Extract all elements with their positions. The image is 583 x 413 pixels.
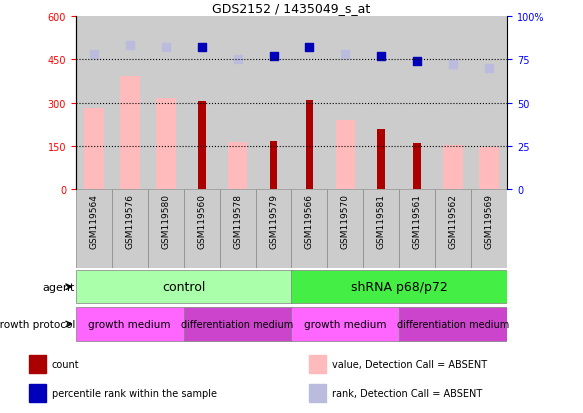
Bar bbox=[29, 355, 46, 373]
Bar bbox=[255, 17, 292, 190]
Bar bbox=[328, 190, 363, 268]
Text: GSM119578: GSM119578 bbox=[233, 194, 242, 249]
Bar bbox=[76, 17, 112, 190]
Bar bbox=[309, 355, 326, 373]
Point bbox=[161, 45, 170, 51]
Text: GSM119576: GSM119576 bbox=[125, 194, 134, 249]
Bar bbox=[292, 307, 399, 341]
Bar bbox=[292, 271, 507, 304]
Bar bbox=[292, 190, 328, 268]
Point bbox=[413, 58, 422, 65]
Text: GSM119580: GSM119580 bbox=[161, 194, 170, 249]
Bar bbox=[120, 77, 139, 190]
Point bbox=[125, 43, 134, 49]
Bar bbox=[156, 99, 175, 190]
Text: count: count bbox=[52, 359, 79, 369]
Bar bbox=[305, 100, 314, 190]
Bar bbox=[471, 17, 507, 190]
Point bbox=[233, 57, 242, 63]
Text: GSM119579: GSM119579 bbox=[269, 194, 278, 249]
Bar bbox=[479, 148, 499, 190]
Point bbox=[305, 45, 314, 51]
Text: growth protocol: growth protocol bbox=[0, 319, 75, 329]
Bar bbox=[399, 307, 507, 341]
Bar bbox=[198, 102, 206, 190]
Text: shRNA p68/p72: shRNA p68/p72 bbox=[351, 280, 448, 294]
Text: growth medium: growth medium bbox=[89, 319, 171, 329]
Text: GSM119561: GSM119561 bbox=[413, 194, 422, 249]
Bar bbox=[471, 190, 507, 268]
Bar bbox=[444, 145, 463, 190]
Point bbox=[448, 62, 458, 69]
Text: GSM119566: GSM119566 bbox=[305, 194, 314, 249]
Text: GSM119569: GSM119569 bbox=[484, 194, 494, 249]
Bar bbox=[112, 190, 147, 268]
Text: value, Detection Call = ABSENT: value, Detection Call = ABSENT bbox=[332, 359, 487, 369]
Bar bbox=[399, 17, 436, 190]
Bar bbox=[336, 121, 355, 190]
Title: GDS2152 / 1435049_s_at: GDS2152 / 1435049_s_at bbox=[212, 2, 371, 15]
Bar bbox=[184, 17, 220, 190]
Point bbox=[197, 45, 206, 51]
Text: differentiation medium: differentiation medium bbox=[397, 319, 510, 329]
Text: control: control bbox=[162, 280, 205, 294]
Bar bbox=[220, 17, 255, 190]
Text: differentiation medium: differentiation medium bbox=[181, 319, 294, 329]
Bar bbox=[363, 17, 399, 190]
Bar bbox=[76, 190, 112, 268]
Bar bbox=[184, 307, 292, 341]
Bar bbox=[255, 190, 292, 268]
Bar bbox=[292, 17, 328, 190]
Point bbox=[377, 53, 386, 60]
Bar bbox=[29, 384, 46, 402]
Bar bbox=[436, 17, 471, 190]
Bar bbox=[184, 190, 220, 268]
Text: GSM119562: GSM119562 bbox=[449, 194, 458, 249]
Bar bbox=[309, 384, 326, 402]
Point bbox=[89, 51, 99, 58]
Bar bbox=[220, 190, 255, 268]
Point bbox=[484, 65, 494, 72]
Bar bbox=[112, 17, 147, 190]
Text: rank, Detection Call = ABSENT: rank, Detection Call = ABSENT bbox=[332, 388, 482, 398]
Bar bbox=[269, 141, 278, 190]
Bar bbox=[76, 271, 292, 304]
Text: GSM119560: GSM119560 bbox=[197, 194, 206, 249]
Text: agent: agent bbox=[43, 282, 75, 292]
Text: GSM119581: GSM119581 bbox=[377, 194, 386, 249]
Bar bbox=[147, 17, 184, 190]
Bar bbox=[377, 129, 385, 190]
Bar bbox=[76, 307, 184, 341]
Point bbox=[269, 53, 278, 60]
Bar bbox=[84, 109, 104, 190]
Bar bbox=[147, 190, 184, 268]
Text: percentile rank within the sample: percentile rank within the sample bbox=[52, 388, 217, 398]
Bar bbox=[436, 190, 471, 268]
Text: GSM119570: GSM119570 bbox=[341, 194, 350, 249]
Text: GSM119564: GSM119564 bbox=[89, 194, 99, 249]
Bar bbox=[228, 142, 247, 190]
Text: growth medium: growth medium bbox=[304, 319, 387, 329]
Bar bbox=[413, 144, 422, 190]
Point bbox=[340, 51, 350, 58]
Bar bbox=[399, 190, 436, 268]
Bar bbox=[328, 17, 363, 190]
Bar bbox=[363, 190, 399, 268]
